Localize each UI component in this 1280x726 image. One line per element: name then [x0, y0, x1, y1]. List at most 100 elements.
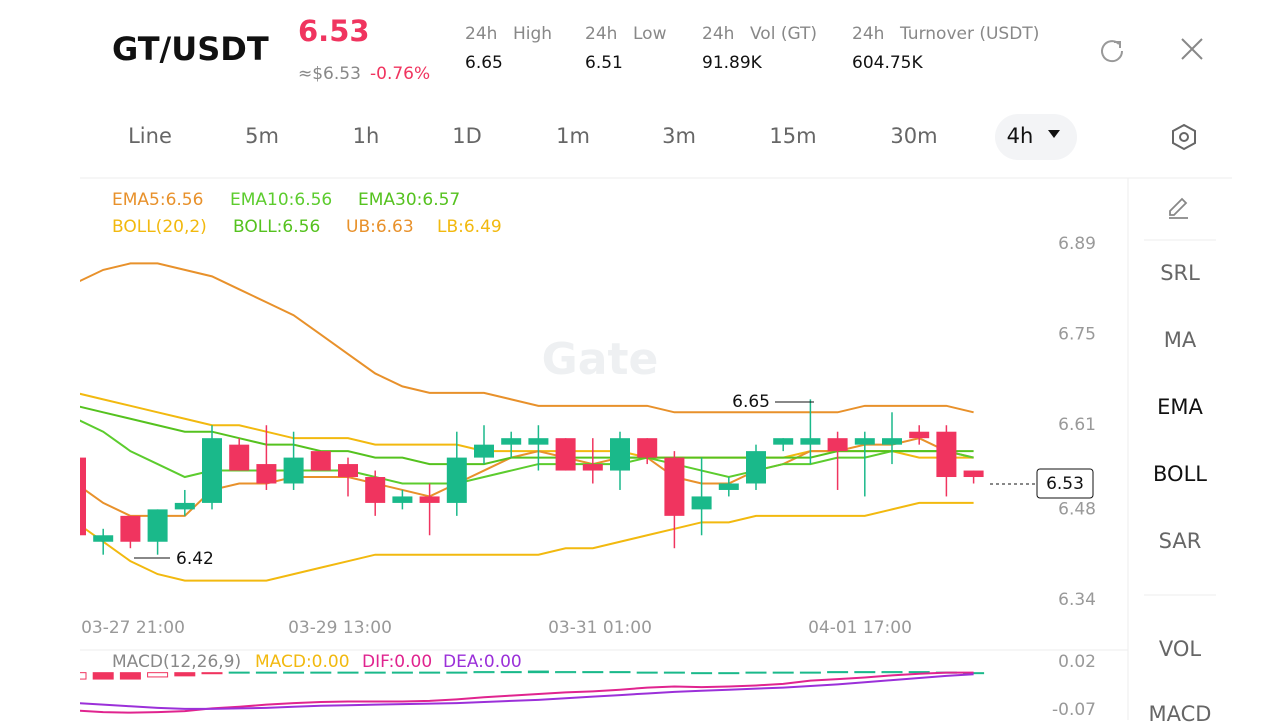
candle-body [582, 464, 603, 471]
macd-bar [446, 671, 468, 674]
candle-body [718, 483, 739, 490]
indicator-line [80, 501, 974, 582]
stat-label: High [513, 24, 553, 44]
candle-body [338, 464, 358, 478]
interval-tab[interactable]: 30m [890, 124, 938, 148]
macd-bar [663, 671, 685, 674]
stat-period: 24h [852, 24, 885, 44]
indicator[interactable]: VOL [1158, 637, 1202, 661]
draw-icon[interactable] [1166, 195, 1192, 221]
candle-body [310, 451, 331, 471]
indicator-line [80, 405, 974, 466]
y-tick-label: 6.75 [1058, 325, 1096, 345]
candle-body [936, 431, 957, 478]
macd-bar [745, 671, 767, 674]
y-tick-label: 6.61 [1058, 415, 1096, 435]
interval-tab[interactable]: 5m [245, 124, 279, 148]
macd-bar [799, 671, 821, 674]
macd-legend: MACD:0.00 [255, 652, 350, 672]
macd-bar [228, 671, 250, 674]
interval-tab[interactable]: 15m [769, 124, 817, 148]
candle-body [419, 496, 440, 503]
candle-body [256, 464, 277, 484]
legend-entry: EMA5:6.56 [112, 190, 203, 210]
active-tab-bg [995, 114, 1077, 160]
low-label: 6.42 [176, 549, 214, 569]
interval-tab[interactable]: 1m [556, 124, 590, 148]
dropdown-arrow [1048, 130, 1060, 138]
macd-bar [691, 672, 713, 675]
legend-entry: EMA10:6.56 [230, 190, 332, 210]
interval-tab[interactable]: 4h [1006, 124, 1034, 148]
stat-value: 6.51 [585, 53, 623, 73]
candle-body [80, 457, 86, 536]
y-tick-label: 6.89 [1058, 234, 1096, 254]
x-tick-label: 03-27 21:00 [81, 618, 185, 638]
change: -0.76% [370, 64, 431, 84]
macd-bar [201, 672, 223, 675]
y-tick-label: 6.48 [1058, 499, 1096, 519]
candle-body [120, 515, 141, 542]
interval-tab[interactable]: 3m [662, 124, 696, 148]
macd-line [80, 673, 974, 710]
legend-entry: EMA30:6.57 [358, 190, 460, 210]
interval-tab[interactable]: 1D [452, 124, 482, 148]
candle-body [555, 438, 576, 471]
macd-bar [364, 671, 386, 674]
indicator[interactable]: EMA [1157, 395, 1203, 419]
macd-bar [527, 670, 549, 674]
last-price-box [1036, 468, 1094, 499]
macd-bar [500, 671, 522, 674]
candle-body [202, 438, 222, 503]
close-icon[interactable] [1180, 37, 1204, 61]
macd-bar [255, 671, 277, 674]
macd-bar [119, 672, 141, 680]
refresh-icon[interactable] [1098, 36, 1126, 64]
macd-bar [174, 672, 196, 677]
candle-body [610, 438, 630, 471]
interval-tab[interactable]: Line [128, 124, 172, 148]
indicator[interactable]: MACD [1148, 702, 1212, 726]
x-tick-label: 03-29 13:00 [288, 618, 392, 638]
candle-body [882, 438, 902, 445]
legend-entry: BOLL:6.56 [233, 217, 320, 237]
macd-bar [609, 671, 631, 674]
macd-bar [147, 672, 169, 678]
macd-bar [636, 671, 658, 674]
macd-line [80, 671, 974, 714]
indicator[interactable]: SRL [1160, 261, 1200, 285]
candle-body [528, 438, 549, 445]
indicator[interactable]: BOLL [1153, 462, 1207, 486]
candle-body [501, 438, 522, 445]
candle-body [746, 451, 766, 484]
candle-body [963, 470, 984, 478]
macd-bar [92, 672, 114, 680]
macd-bar [310, 671, 332, 674]
macd-bar [718, 672, 740, 675]
interval-tab[interactable]: 1h [352, 124, 380, 148]
settings-icon[interactable] [1170, 123, 1198, 151]
macd-bar [391, 671, 413, 674]
candle-body [691, 496, 712, 510]
macd-legend: MACD(12,26,9) [112, 652, 241, 672]
candle-body [827, 438, 848, 452]
stat-label: Low [633, 24, 667, 44]
macd-bar [473, 671, 495, 674]
candle-body [800, 438, 821, 445]
price: 6.53 [298, 14, 370, 48]
x-tick-label: 04-01 17:00 [808, 618, 912, 638]
y-tick-label: -0.07 [1052, 700, 1096, 720]
stat-label: Vol (GT) [750, 24, 818, 44]
macd-bar [854, 671, 876, 674]
macd-bar [881, 671, 903, 674]
candle-body [773, 438, 794, 445]
macd-bar [555, 671, 577, 674]
macd-bar [283, 671, 305, 674]
indicator[interactable]: SAR [1158, 529, 1202, 553]
indicator-line [80, 437, 974, 517]
indicator[interactable]: MA [1163, 328, 1197, 352]
watermark: Gate [542, 334, 659, 385]
candle-body [174, 502, 195, 510]
